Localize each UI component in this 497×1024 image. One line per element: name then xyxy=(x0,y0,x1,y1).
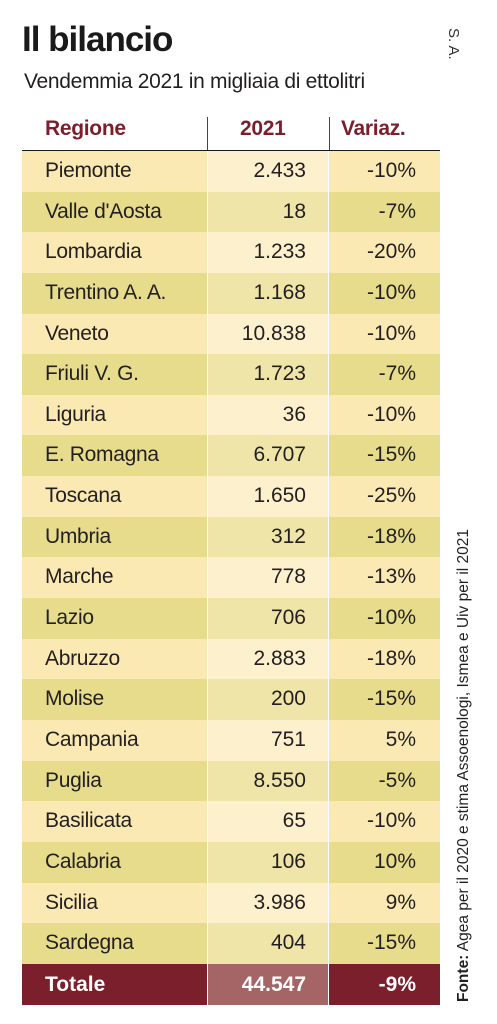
region-cell: Sardegna xyxy=(45,931,134,955)
table-row: Basilicata 65 -10% xyxy=(22,801,440,842)
column-header-region: Regione xyxy=(45,117,126,140)
table-row: Sicilia 3.986 9% xyxy=(22,882,440,924)
value-cell: 6.707 xyxy=(207,435,329,477)
change-cell: -25% xyxy=(366,484,416,508)
value-cell: 10.838 xyxy=(207,313,329,355)
total-change: -9% xyxy=(378,972,416,996)
value-cell: 751 xyxy=(207,719,329,761)
change-cell: 9% xyxy=(385,890,416,914)
table-row: Lazio 706 -10% xyxy=(22,598,440,639)
region-cell: Lazio xyxy=(45,606,94,630)
value-cell: 1.723 xyxy=(207,354,329,395)
change-cell: -13% xyxy=(366,565,416,589)
table-row: Toscana 1.650 -25% xyxy=(22,476,440,517)
change-cell: -10% xyxy=(366,280,416,304)
region-cell: Sicilia xyxy=(45,890,98,914)
table-row: Friuli V. G. 1.723 -7% xyxy=(22,354,440,395)
table-header: Regione 2021 Variaz. xyxy=(22,113,440,153)
region-cell: Veneto xyxy=(45,321,109,345)
region-cell: E. Romagna xyxy=(45,443,159,467)
region-cell: Liguria xyxy=(45,402,106,426)
table-row: Lombardia 1.233 -20% xyxy=(22,232,440,273)
column-header-year: 2021 xyxy=(240,117,286,140)
value-cell: 312 xyxy=(207,516,329,558)
table-row: Molise 200 -15% xyxy=(22,679,440,720)
region-cell: Abruzzo xyxy=(45,646,120,670)
source-label: Fonte: xyxy=(455,954,472,1002)
change-cell: -15% xyxy=(366,687,416,711)
region-cell: Friuli V. G. xyxy=(45,362,139,386)
table-row: Trentino A. A. 1.168 -10% xyxy=(22,272,440,314)
region-cell: Piemonte xyxy=(45,159,132,182)
change-cell: -7% xyxy=(378,362,416,386)
table-body: Piemonte 2.433 -10% Valle d'Aosta 18 -7% Lomba… xyxy=(22,151,440,964)
header-divider xyxy=(207,117,208,151)
value-cell: 2.883 xyxy=(207,638,329,680)
value-cell: 1.233 xyxy=(207,232,329,273)
change-cell: -10% xyxy=(366,809,416,833)
value-cell: 2.433 xyxy=(207,151,329,192)
data-table: Regione 2021 Variaz. Piemonte 2.433 -10% Va… xyxy=(22,113,440,1005)
region-cell: Puglia xyxy=(45,768,102,792)
region-cell: Valle d'Aosta xyxy=(45,199,162,223)
table-row: Abruzzo 2.883 -18% xyxy=(22,638,440,680)
change-cell: -18% xyxy=(366,646,416,670)
value-cell: 706 xyxy=(207,598,329,639)
source-text: Agea per il 2020 e stima Assoenologi, Is… xyxy=(455,529,472,955)
change-cell: 5% xyxy=(385,727,416,751)
change-cell: -10% xyxy=(366,159,416,182)
region-cell: Lombardia xyxy=(45,240,142,264)
total-label: Totale xyxy=(45,972,106,996)
table-row: Marche 778 -13% xyxy=(22,557,440,599)
table-row: Veneto 10.838 -10% xyxy=(22,313,440,355)
value-cell: 778 xyxy=(207,557,329,599)
value-cell: 1.168 xyxy=(207,272,329,314)
table-row: Liguria 36 -10% xyxy=(22,394,440,436)
change-cell: -10% xyxy=(366,321,416,345)
column-header-change: Variaz. xyxy=(341,117,406,140)
source-note: Fonte: Agea per il 2020 e stima Assoenol… xyxy=(455,529,473,1002)
value-cell: 1.650 xyxy=(207,476,329,517)
value-cell: 200 xyxy=(207,679,329,720)
region-cell: Trentino A. A. xyxy=(45,280,167,304)
region-cell: Calabria xyxy=(45,849,121,873)
region-cell: Molise xyxy=(45,687,104,711)
value-cell: 36 xyxy=(207,394,329,436)
region-cell: Basilicata xyxy=(45,809,132,833)
change-cell: -10% xyxy=(366,606,416,630)
total-value: 44.547 xyxy=(207,963,329,1005)
change-cell: -5% xyxy=(378,768,416,792)
region-cell: Campania xyxy=(45,727,139,751)
change-cell: -18% xyxy=(366,524,416,548)
chart-title: Il bilancio xyxy=(22,20,173,59)
total-row: Totale 44.547 -9% xyxy=(22,963,440,1005)
table-row: Campania 751 5% xyxy=(22,719,440,761)
table-row: Calabria 106 10% xyxy=(22,841,440,883)
table-row: Puglia 8.550 -5% xyxy=(22,760,440,802)
table-row: Valle d'Aosta 18 -7% xyxy=(22,191,440,233)
change-cell: -15% xyxy=(366,443,416,467)
value-cell: 404 xyxy=(207,923,329,964)
author-credit: S. A. xyxy=(445,28,462,60)
change-cell: -10% xyxy=(366,402,416,426)
change-cell: 10% xyxy=(373,849,416,873)
region-cell: Toscana xyxy=(45,484,122,508)
value-cell: 65 xyxy=(207,801,329,842)
value-cell: 8.550 xyxy=(207,760,329,802)
table-row: Sardegna 404 -15% xyxy=(22,923,440,964)
value-cell: 3.986 xyxy=(207,882,329,924)
table-row: Piemonte 2.433 -10% xyxy=(22,151,440,192)
header-divider xyxy=(329,117,330,151)
change-cell: -15% xyxy=(366,931,416,955)
table-row: E. Romagna 6.707 -15% xyxy=(22,435,440,477)
region-cell: Marche xyxy=(45,565,114,589)
value-cell: 18 xyxy=(207,191,329,233)
change-cell: -7% xyxy=(378,199,416,223)
chart-subtitle: Vendemmia 2021 in migliaia di ettolitri xyxy=(24,70,365,93)
region-cell: Umbria xyxy=(45,524,111,548)
table-row: Umbria 312 -18% xyxy=(22,516,440,558)
change-cell: -20% xyxy=(366,240,416,264)
value-cell: 106 xyxy=(207,841,329,883)
